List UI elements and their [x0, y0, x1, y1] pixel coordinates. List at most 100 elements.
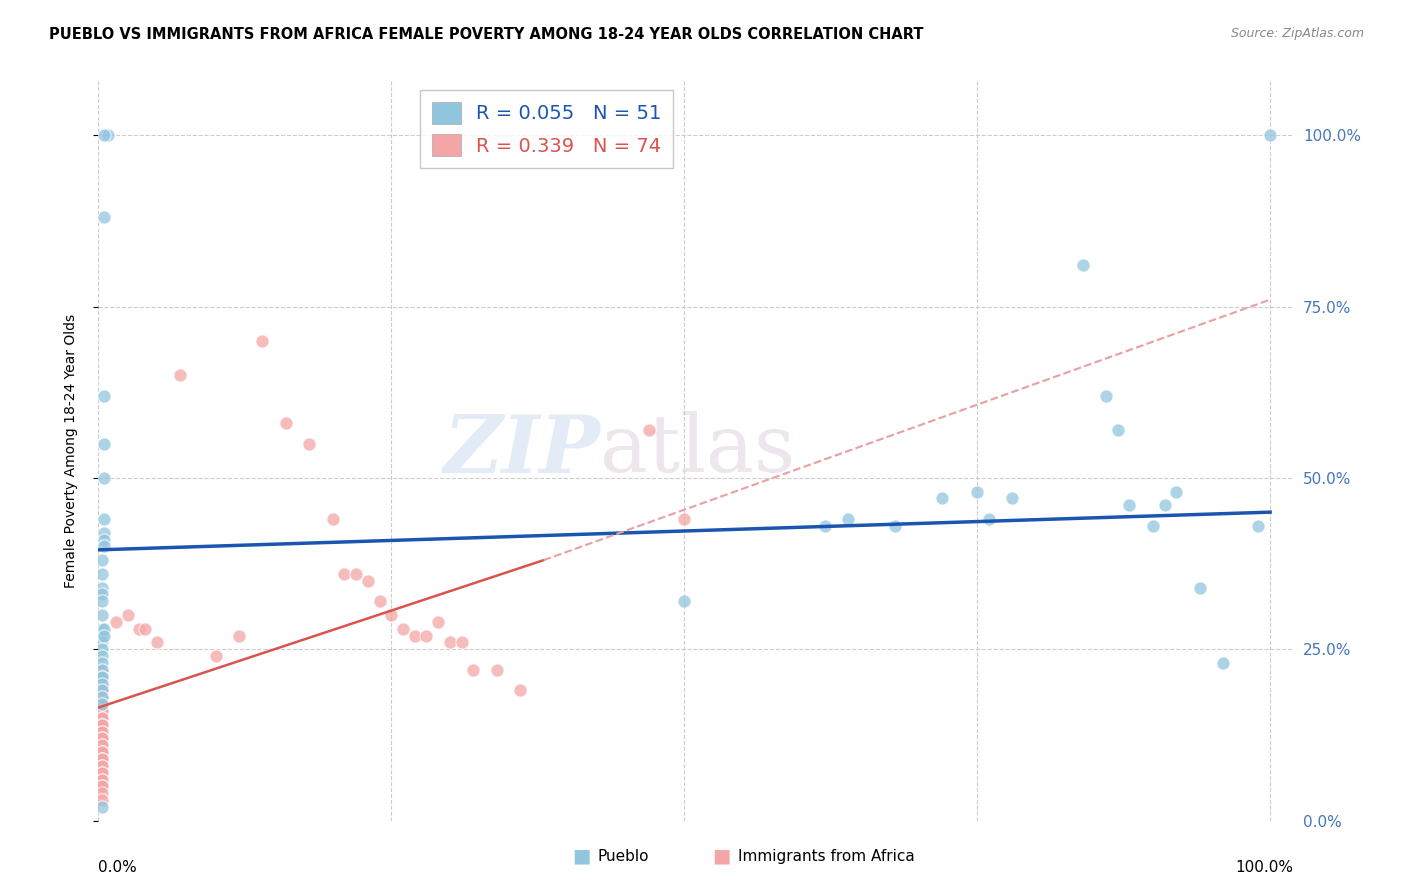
Point: [93, 622, 115, 636]
Point: [1118, 498, 1140, 512]
Point: [204, 649, 226, 664]
Point: [884, 519, 907, 533]
Point: [90, 683, 114, 698]
Point: [1166, 484, 1188, 499]
Point: [90, 704, 114, 718]
Point: [90, 697, 114, 711]
Point: [252, 334, 274, 348]
Point: [90, 717, 114, 731]
Point: [463, 663, 485, 677]
Point: [90, 780, 114, 794]
Text: atlas: atlas: [600, 411, 796, 490]
Point: [90, 676, 114, 690]
Point: [90, 711, 114, 725]
Point: [1212, 656, 1234, 670]
Text: ■: ■: [713, 847, 731, 866]
Point: [90, 765, 114, 780]
Point: [90, 772, 114, 787]
Point: [90, 635, 114, 649]
Point: [90, 587, 114, 601]
Point: [966, 484, 988, 499]
Point: [93, 128, 115, 142]
Point: [146, 635, 169, 649]
Point: [90, 752, 114, 766]
Point: [1247, 519, 1270, 533]
Point: [509, 683, 531, 698]
Point: [977, 512, 1000, 526]
Point: [90, 649, 114, 664]
Point: [90, 738, 114, 752]
Point: [90, 731, 114, 746]
Point: [90, 690, 114, 705]
Point: [415, 628, 437, 642]
Text: PUEBLO VS IMMIGRANTS FROM AFRICA FEMALE POVERTY AMONG 18-24 YEAR OLDS CORRELATIO: PUEBLO VS IMMIGRANTS FROM AFRICA FEMALE …: [49, 27, 924, 42]
Point: [1258, 128, 1281, 142]
Point: [90, 793, 114, 807]
Point: [298, 436, 321, 450]
Point: [93, 512, 115, 526]
Point: [90, 759, 114, 773]
Point: [93, 389, 115, 403]
Point: [90, 622, 114, 636]
Point: [1107, 423, 1129, 437]
Point: [90, 670, 114, 684]
Point: [93, 436, 115, 450]
Point: [90, 724, 114, 739]
Point: [90, 628, 114, 642]
Point: [90, 683, 114, 698]
Point: [931, 491, 953, 506]
Point: [90, 717, 114, 731]
Point: [90, 745, 114, 759]
Point: [117, 607, 139, 622]
Point: [344, 566, 367, 581]
Point: [90, 697, 114, 711]
Point: [1153, 498, 1175, 512]
Point: [814, 519, 837, 533]
Point: [90, 594, 114, 608]
Point: [90, 676, 114, 690]
Point: [485, 663, 508, 677]
Point: [90, 772, 114, 787]
Text: ■: ■: [572, 847, 591, 866]
Point: [93, 471, 115, 485]
Point: [90, 711, 114, 725]
Point: [450, 635, 472, 649]
Point: [90, 745, 114, 759]
Point: [90, 663, 114, 677]
Point: [1142, 519, 1164, 533]
Point: [90, 800, 114, 814]
Point: [380, 607, 402, 622]
Point: [90, 581, 114, 595]
Point: [90, 676, 114, 690]
Point: [90, 786, 114, 800]
Point: [357, 574, 380, 588]
Point: [97, 128, 120, 142]
Text: Pueblo: Pueblo: [598, 849, 650, 863]
Point: [90, 670, 114, 684]
Point: [90, 752, 114, 766]
Point: [404, 628, 426, 642]
Point: [93, 525, 115, 540]
Point: [90, 731, 114, 746]
Point: [90, 738, 114, 752]
Point: [90, 553, 114, 567]
Point: [1071, 259, 1094, 273]
Y-axis label: Female Poverty Among 18-24 Year Olds: Female Poverty Among 18-24 Year Olds: [63, 313, 77, 588]
Point: [90, 697, 114, 711]
Point: [93, 540, 115, 554]
Point: [90, 765, 114, 780]
Point: [169, 368, 191, 382]
Point: [322, 512, 344, 526]
Point: [90, 676, 114, 690]
Point: [274, 416, 297, 430]
Point: [1001, 491, 1024, 506]
Text: Source: ZipAtlas.com: Source: ZipAtlas.com: [1230, 27, 1364, 40]
Point: [673, 512, 696, 526]
Point: [90, 745, 114, 759]
Text: ZIP: ZIP: [443, 412, 600, 489]
Point: [228, 628, 250, 642]
Point: [1188, 581, 1211, 595]
Point: [90, 683, 114, 698]
Point: [333, 566, 356, 581]
Point: [90, 717, 114, 731]
